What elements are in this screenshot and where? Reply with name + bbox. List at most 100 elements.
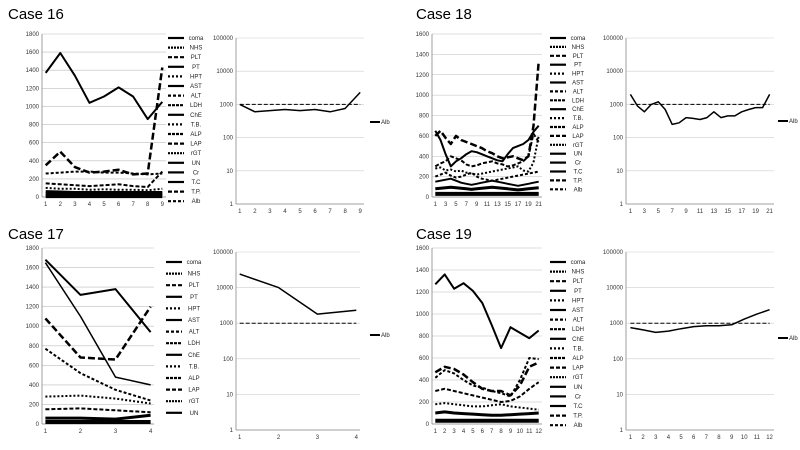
legend-label: PLT: [573, 54, 584, 60]
x-tick-label: 5: [471, 429, 475, 435]
legend-label: LDH: [572, 98, 584, 104]
x-tick-label: 3: [654, 435, 658, 441]
x-tick-label: 4: [283, 209, 287, 215]
y-tick-label: 1800: [26, 246, 40, 252]
y-tick-label: 100: [613, 357, 624, 363]
y-tick-label: 400: [419, 154, 430, 160]
y-tick-label: 100000: [213, 36, 234, 42]
x-tick-label: 11: [526, 429, 533, 435]
legend-label: PLT: [573, 279, 584, 285]
legend-label: ALP: [572, 356, 583, 362]
x-tick-label: 2: [79, 429, 83, 435]
series-line-3: [45, 170, 163, 176]
x-tick-label: 4: [462, 429, 466, 435]
x-tick-label: 19: [525, 202, 532, 208]
x-tick-label: 12: [766, 435, 773, 441]
legend-label: ALT: [191, 94, 202, 100]
y-tick-label: 100000: [603, 250, 624, 256]
series-line-5: [45, 394, 151, 405]
legend-label: UN: [190, 411, 199, 417]
series-line-1: [44, 258, 152, 333]
series-line-1: [44, 52, 164, 121]
y-tick-label: 600: [419, 134, 430, 140]
x-tick-label: 5: [298, 209, 302, 215]
x-tick-label: 6: [481, 429, 485, 435]
legend-label: Alb: [789, 336, 798, 342]
case-17-linear-chart: 0 200 400 600 800 1000 1200 1400 1600 1800 1 2 3 4 com…: [26, 246, 202, 435]
y-tick-label: 800: [29, 344, 40, 350]
legend-label: T.B.: [189, 364, 200, 370]
x-tick-label: 8: [146, 202, 150, 208]
legend-label: AST: [572, 308, 584, 314]
legend-label: LAP: [190, 142, 201, 148]
y-tick-label: 10000: [216, 69, 233, 75]
y-tick-label: 1: [620, 202, 624, 208]
y-tick-label: 1400: [26, 68, 40, 74]
y-tick-label: 200: [29, 402, 40, 408]
legend-label: ChE: [572, 107, 584, 113]
x-tick-label: 13: [711, 209, 718, 215]
x-tick-label: 8: [717, 435, 721, 441]
x-tick-label: 21: [535, 202, 542, 208]
y-tick-label: 1000: [416, 312, 430, 318]
y-tick-label: 10: [226, 169, 233, 175]
y-tick-label: 600: [29, 363, 40, 369]
y-tick-label: 10000: [606, 69, 623, 75]
legend-label: Cr: [575, 161, 581, 167]
y-tick-label: 1000: [416, 93, 430, 99]
legend-label: LDH: [572, 327, 584, 333]
x-tick-label: 1: [434, 202, 438, 208]
y-tick-label: 1600: [416, 246, 430, 252]
x-tick-label: 7: [490, 429, 494, 435]
x-tick-label: 5: [454, 202, 458, 208]
x-tick-label: 2: [641, 435, 645, 441]
series-line-7: [45, 413, 151, 421]
y-tick-label: 10: [616, 169, 623, 175]
x-tick-label: 1: [238, 209, 242, 215]
legend-label: T.P.: [191, 190, 201, 196]
y-tick-label: 100: [223, 136, 234, 142]
legend-label: PLT: [191, 55, 202, 61]
y-tick-label: 100000: [603, 36, 624, 42]
case-17-log-chart: 1 10 100 1000 10000 100000 1 2 3 4 Alb: [213, 250, 390, 441]
legend-label: HPT: [572, 72, 584, 78]
legend-label: HPT: [188, 306, 200, 312]
series-line-5: [45, 186, 163, 192]
x-tick-label: 7: [131, 202, 135, 208]
x-tick-label: 11: [697, 209, 704, 215]
legend-label: Cr: [193, 170, 199, 176]
y-tick-label: 400: [29, 159, 40, 165]
x-tick-label: 8: [343, 209, 347, 215]
x-tick-label: 1: [44, 429, 48, 435]
legend-label: T.P.: [573, 178, 583, 184]
legend-label: Cr: [575, 394, 581, 400]
legend-label: T.C: [192, 180, 202, 186]
legend-label: LAP: [188, 388, 199, 394]
y-tick-label: 1: [230, 428, 234, 434]
legend-label: UN: [574, 152, 583, 158]
x-tick-label: 9: [358, 209, 362, 215]
x-tick-label: 1: [434, 429, 438, 435]
y-tick-label: 800: [29, 123, 40, 129]
legend-label: Alb: [574, 423, 583, 429]
y-tick-label: 1200: [416, 290, 430, 296]
legend-label: rGT: [573, 143, 584, 149]
legend-label: coma: [571, 260, 586, 266]
x-tick-label: 7: [465, 202, 469, 208]
legend-label: LAP: [572, 134, 583, 140]
y-tick-label: 10: [226, 392, 233, 398]
legend-label: AST: [190, 84, 202, 90]
x-tick-label: 4: [667, 435, 671, 441]
y-tick-label: 0: [426, 422, 430, 428]
y-tick-label: 200: [419, 175, 430, 181]
legend-label: ALT: [189, 330, 200, 336]
y-tick-label: 800: [419, 334, 430, 340]
series-line-1: [434, 273, 540, 350]
series-line-6: [435, 410, 539, 417]
x-tick-label: 15: [504, 202, 511, 208]
x-tick-label: 2: [253, 209, 257, 215]
x-tick-label: 4: [355, 435, 359, 441]
y-tick-label: 1000: [610, 102, 624, 108]
x-tick-label: 17: [515, 202, 522, 208]
x-tick-label: 7: [705, 435, 709, 441]
